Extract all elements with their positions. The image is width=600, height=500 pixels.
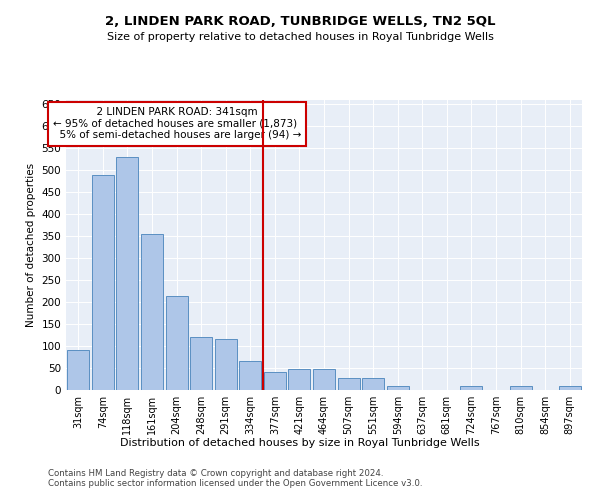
Bar [338, 378, 359, 390]
Bar [509, 386, 532, 390]
Text: 2, LINDEN PARK ROAD, TUNBRIDGE WELLS, TN2 5QL: 2, LINDEN PARK ROAD, TUNBRIDGE WELLS, TN… [105, 15, 495, 28]
Bar [166, 296, 188, 390]
Bar [92, 174, 114, 390]
Text: 2 LINDEN PARK ROAD: 341sqm  
← 95% of detached houses are smaller (1,873) 
  5% : 2 LINDEN PARK ROAD: 341sqm ← 95% of deta… [53, 108, 301, 140]
Text: Contains HM Land Registry data © Crown copyright and database right 2024.: Contains HM Land Registry data © Crown c… [48, 468, 383, 477]
Bar [289, 370, 310, 390]
Bar [190, 338, 212, 390]
Bar [386, 386, 409, 390]
Bar [215, 340, 237, 390]
Bar [460, 386, 482, 390]
Bar [141, 234, 163, 390]
Bar [264, 372, 286, 390]
Bar [67, 350, 89, 390]
Text: Contains public sector information licensed under the Open Government Licence v3: Contains public sector information licen… [48, 478, 422, 488]
Text: Distribution of detached houses by size in Royal Tunbridge Wells: Distribution of detached houses by size … [120, 438, 480, 448]
Bar [559, 386, 581, 390]
Bar [313, 370, 335, 390]
Bar [116, 157, 139, 390]
Y-axis label: Number of detached properties: Number of detached properties [26, 163, 36, 327]
Bar [239, 362, 262, 390]
Bar [362, 378, 384, 390]
Text: Size of property relative to detached houses in Royal Tunbridge Wells: Size of property relative to detached ho… [107, 32, 493, 42]
